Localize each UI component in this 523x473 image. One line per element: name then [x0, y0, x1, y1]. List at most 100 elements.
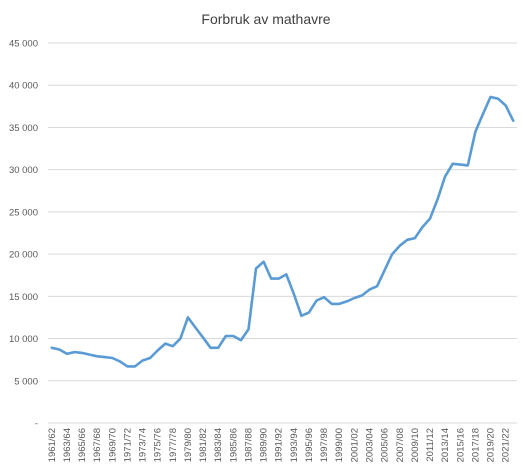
y-tick-label: 5 000 — [14, 376, 38, 387]
x-axis-tick-labels: 1961/62 1963/64 1965/66 1967/68 1969/70 1971/… — [47, 428, 512, 462]
data-point — [384, 269, 386, 271]
data-point — [262, 261, 265, 263]
data-point — [474, 131, 476, 133]
data-point — [187, 316, 189, 319]
data-point — [172, 345, 174, 347]
data-point — [482, 113, 484, 115]
data-point — [300, 315, 303, 317]
x-tick-label: 1963/64 — [62, 428, 73, 462]
y-tick-label: - — [35, 419, 38, 430]
x-tick-label: 1961/62 — [47, 428, 58, 462]
data-point — [467, 164, 469, 167]
data-point — [225, 335, 227, 337]
data-point — [308, 311, 310, 313]
data-point — [202, 337, 204, 339]
data-point — [331, 303, 333, 305]
data-point — [278, 278, 280, 280]
data-point — [126, 365, 129, 368]
data-point — [179, 337, 181, 340]
x-tick-label: 2007/08 — [395, 428, 406, 462]
data-point — [406, 239, 408, 241]
x-tick-label: 1985/86 — [228, 428, 239, 462]
chart-title: Forbruk av mathavre — [201, 11, 330, 27]
y-tick-label: 15 000 — [9, 292, 38, 303]
data-point — [421, 226, 424, 228]
data-point — [505, 104, 507, 107]
data-point — [399, 245, 401, 247]
x-tick-label: 1973/74 — [138, 428, 149, 462]
y-axis-tick-labels: - 5 000 10 000 15 000 20 000 25 000 30 000 35 0… — [9, 39, 38, 430]
data-point — [452, 163, 454, 165]
data-point — [240, 339, 242, 341]
x-tick-label: 1983/84 — [213, 428, 224, 462]
y-tick-label: 35 000 — [9, 123, 38, 134]
data-point — [436, 198, 439, 200]
x-tick-label: 1997/98 — [319, 428, 330, 462]
data-point — [285, 273, 287, 275]
x-tick-label: 1995/96 — [304, 428, 315, 462]
data-point — [141, 359, 144, 362]
data-point — [323, 296, 325, 298]
x-tick-label: 1981/82 — [198, 428, 209, 462]
data-point — [164, 343, 166, 345]
series-layer — [50, 95, 515, 368]
x-tick-label: 2017/18 — [470, 428, 481, 462]
data-point — [194, 326, 197, 329]
data-point — [119, 360, 121, 362]
x-tick-label: 2021/22 — [501, 428, 512, 462]
y-tick-label: 30 000 — [9, 165, 38, 176]
data-point — [255, 267, 257, 270]
y-tick-label: 45 000 — [9, 39, 38, 50]
data-point — [353, 297, 355, 299]
data-point — [429, 218, 431, 220]
data-point — [391, 253, 393, 255]
y-tick-label: 25 000 — [9, 207, 38, 218]
x-tick-label: 1975/76 — [153, 428, 164, 462]
x-tick-label: 1989/90 — [259, 428, 270, 462]
x-tick-label: 1993/94 — [289, 428, 300, 462]
data-point — [217, 347, 219, 349]
data-point — [368, 288, 371, 291]
x-tick-label: 2015/16 — [455, 428, 466, 462]
data-point — [149, 357, 151, 359]
data-point — [73, 351, 76, 353]
data-point — [81, 352, 83, 354]
data-point — [104, 356, 106, 358]
x-tick-label: 1977/78 — [168, 428, 179, 462]
x-tick-label: 2009/10 — [410, 428, 421, 462]
data-point — [89, 354, 91, 356]
x-tick-label: 2019/20 — [486, 428, 497, 462]
data-point — [96, 355, 98, 357]
data-point — [134, 365, 136, 368]
data-point — [66, 353, 68, 355]
data-point — [232, 335, 234, 337]
y-tick-label: 20 000 — [9, 250, 38, 261]
x-tick-label: 1979/80 — [183, 428, 194, 462]
data-point — [270, 278, 272, 280]
data-point — [315, 299, 318, 302]
x-tick-label: 2011/12 — [425, 428, 436, 462]
data-point — [489, 96, 492, 98]
data-point — [346, 300, 348, 302]
x-tick-label: 2005/06 — [380, 428, 391, 462]
gridlines — [48, 42, 517, 424]
data-point — [247, 328, 250, 330]
x-tick-label: 2003/04 — [364, 428, 375, 462]
data-point — [51, 347, 53, 349]
data-point — [210, 347, 212, 349]
data-point — [414, 237, 416, 239]
data-point — [293, 293, 295, 295]
data-point — [111, 357, 113, 359]
x-tick-label: 1987/88 — [243, 428, 254, 462]
y-tick-label: 10 000 — [9, 334, 38, 345]
x-tick-label: 1991/92 — [274, 428, 285, 462]
data-point — [338, 303, 340, 305]
data-point — [459, 164, 461, 166]
data-point — [58, 348, 60, 351]
x-tick-label: 1967/68 — [92, 428, 103, 462]
x-tick-label: 1971/72 — [122, 428, 133, 462]
x-tick-label: 2013/14 — [440, 428, 451, 462]
data-point — [361, 294, 363, 297]
x-tick-label: 1999/00 — [334, 428, 345, 462]
